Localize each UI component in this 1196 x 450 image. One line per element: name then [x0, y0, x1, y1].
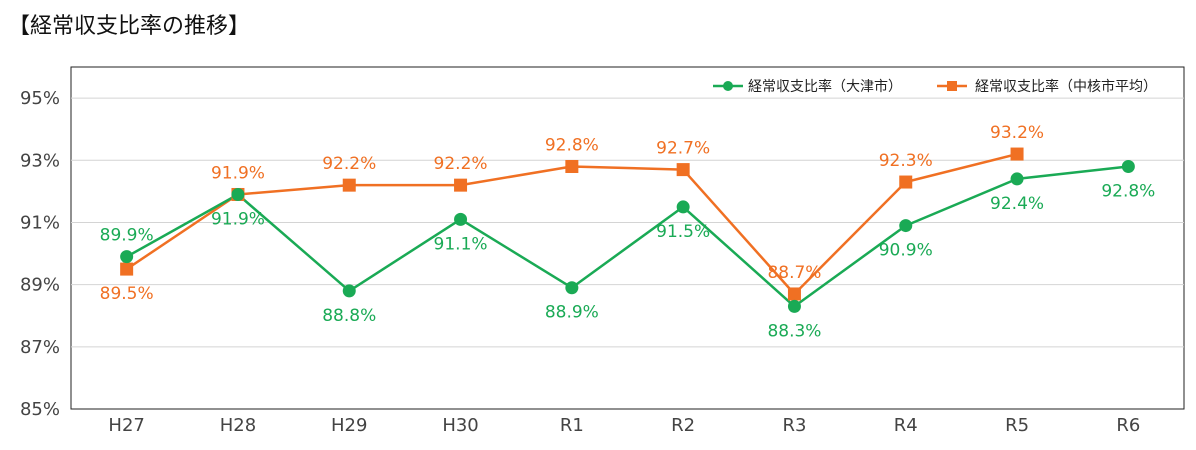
data-label-otsu: 90.9% [879, 241, 933, 261]
markers [120, 147, 1135, 313]
data-point-otsu[interactable] [899, 219, 913, 233]
x-tick-label: H30 [442, 415, 478, 436]
data-point-core-average[interactable] [120, 262, 134, 276]
data-point-core-average[interactable] [454, 178, 468, 192]
legend[interactable]: 経常収支比率（大津市） 経常収支比率（中核市平均） [713, 78, 1157, 95]
legend-otsu-label: 経常収支比率（大津市） [748, 78, 902, 95]
legend-core-marker [947, 81, 957, 91]
data-point-otsu[interactable] [787, 299, 801, 313]
data-point-otsu[interactable] [676, 200, 690, 214]
data-point-core-average[interactable] [787, 287, 801, 301]
x-tick-label: R4 [894, 415, 918, 436]
data-point-otsu[interactable] [454, 212, 468, 226]
y-tick-label: 85% [20, 399, 60, 420]
data-label-otsu: 91.1% [434, 234, 488, 254]
data-point-otsu[interactable] [342, 284, 356, 298]
data-point-core-average[interactable] [342, 178, 356, 192]
y-tick-label: 95% [20, 88, 60, 109]
y-tick-label: 89% [20, 275, 60, 296]
y-tick-label: 87% [20, 337, 60, 358]
data-label-otsu: 88.8% [322, 306, 376, 326]
data-label-otsu: 88.3% [767, 321, 821, 341]
data-label-otsu: 91.9% [211, 209, 265, 229]
data-point-core-average[interactable] [899, 175, 913, 189]
legend-core-label: 経常収支比率（中核市平均） [975, 78, 1157, 95]
data-point-core-average[interactable] [1010, 147, 1024, 161]
data-label-core-average: 92.8% [545, 135, 599, 155]
data-label-otsu: 92.4% [990, 194, 1044, 214]
series-line-otsu [126, 165, 1129, 308]
data-label-core-average: 92.2% [434, 154, 488, 174]
page-title: 【経常収支比率の推移】 [8, 14, 251, 39]
data-label-core-average: 92.3% [879, 151, 933, 171]
y-tick-label: 91% [20, 212, 60, 233]
plot-area [70, 66, 1185, 410]
x-tick-label: H28 [220, 415, 256, 436]
data-label-core-average: 92.2% [322, 154, 376, 174]
x-tick-label: R2 [671, 415, 695, 436]
grid-lines [71, 97, 1184, 348]
data-point-core-average[interactable] [676, 163, 690, 177]
legend-otsu-marker [723, 81, 733, 91]
x-tick-label: R3 [782, 415, 806, 436]
data-label-otsu: 92.8% [1101, 181, 1155, 201]
data-label-core-average: 93.2% [990, 123, 1044, 143]
data-point-otsu[interactable] [120, 250, 134, 264]
data-point-core-average[interactable] [565, 159, 579, 173]
x-axis: H27 H28 H29 H30 R1 R2 R3 R4 R5 R6 [108, 415, 1140, 436]
data-point-otsu[interactable] [231, 187, 245, 201]
y-tick-label: 93% [20, 150, 60, 171]
data-label-core-average: 92.7% [656, 139, 710, 159]
data-point-otsu[interactable] [1010, 172, 1024, 186]
x-tick-label: R6 [1116, 415, 1140, 436]
x-tick-label: H27 [108, 415, 144, 436]
x-tick-label: R1 [560, 415, 584, 436]
x-tick-label: R5 [1005, 415, 1029, 436]
data-label-otsu: 88.9% [545, 303, 599, 323]
x-tick-label: H29 [331, 415, 367, 436]
data-label-core-average: 88.7% [767, 263, 821, 283]
data-label-core-average: 91.9% [211, 163, 265, 183]
data-labels: 89.9% 89.5% 91.9% 91.9% 88.8% 92.2% 91.1% 92.2%… [100, 123, 1156, 341]
data-label-core-average: 89.5% [100, 284, 154, 304]
y-axis: 85% 87% 89% 91% 93% 95% [20, 88, 60, 420]
data-point-otsu[interactable] [565, 281, 579, 295]
data-label-otsu: 89.9% [100, 226, 154, 246]
data-point-otsu[interactable] [1121, 159, 1135, 173]
data-label-otsu: 91.5% [656, 222, 710, 242]
